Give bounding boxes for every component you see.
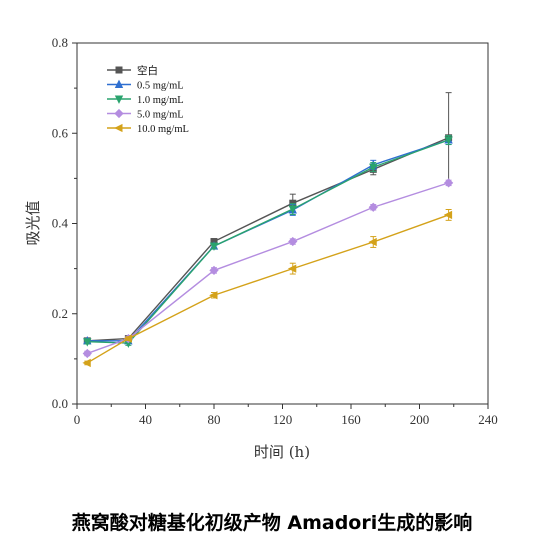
data-point (209, 291, 218, 300)
series-layer (82, 92, 454, 368)
x-tick-label: 80 (208, 412, 221, 427)
data-point (288, 205, 297, 214)
x-tick-label: 0 (74, 412, 81, 427)
y-axis-title: 吸光值 (24, 200, 42, 245)
series-4 (82, 209, 453, 368)
series-line (87, 137, 449, 342)
x-axis-title: 时间 (h) (254, 443, 310, 461)
data-point (82, 348, 92, 359)
y-tick-label: 0.6 (52, 125, 69, 140)
figure-caption: 燕窝酸对糖基化初级产物 Amadori生成的影响 (71, 512, 473, 534)
legend-item: 1.0 mg/mL (107, 95, 184, 106)
series-line (87, 182, 449, 355)
axis-ticks: 0 40 80 120 160 200 240 0.0 0.2 0.4 0.6 0.8 (52, 35, 498, 427)
legend-label: 1.0 mg/mL (137, 95, 184, 106)
y-tick-label: 0.4 (52, 216, 69, 231)
data-point (368, 237, 377, 247)
x-tick-label: 240 (478, 412, 498, 427)
data-point (288, 236, 298, 247)
series-3 (82, 178, 454, 359)
legend-label: 5.0 mg/mL (137, 110, 184, 121)
data-point (443, 178, 454, 188)
series-line (86, 214, 449, 364)
data-point (209, 242, 219, 251)
data-point (209, 265, 219, 276)
data-point (82, 358, 91, 368)
data-point (368, 202, 378, 212)
legend-label: 0.5 mg/mL (137, 81, 184, 92)
legend-label: 空白 (137, 64, 158, 77)
x-tick-label: 160 (341, 412, 361, 427)
legend-marker (114, 79, 124, 88)
legend: 空白 0.5 mg/mL 1.0 mg/mL 5.0 mg/mL 10.0 mg/mL (107, 64, 189, 135)
legend-marker (114, 95, 124, 104)
legend-marker (115, 66, 123, 74)
legend-item: 0.5 mg/mL (107, 79, 184, 92)
data-point (83, 338, 92, 347)
x-tick-label: 200 (410, 412, 430, 427)
y-tick-label: 0.2 (52, 306, 68, 321)
data-point (444, 136, 453, 145)
legend-item: 10.0 mg/mL (107, 123, 189, 135)
legend-marker (114, 123, 123, 133)
legend-label: 10.0 mg/mL (137, 124, 189, 135)
series-1 (83, 135, 453, 345)
legend-item: 空白 (107, 64, 158, 77)
series-line (87, 139, 449, 342)
data-point (287, 264, 297, 273)
series-line (87, 139, 449, 344)
x-tick-label: 120 (273, 412, 293, 427)
legend-item: 5.0 mg/mL (107, 108, 184, 121)
legend-marker (114, 108, 124, 119)
y-tick-label: 0.0 (52, 396, 68, 411)
data-point (443, 210, 453, 220)
data-point (123, 334, 132, 343)
chart: 0 40 80 120 160 200 240 0.0 0.2 0.4 0.6 0.8 空白 0.5 m… (24, 35, 498, 461)
x-tick-label: 40 (139, 412, 152, 427)
data-point (369, 163, 378, 172)
series-2 (83, 135, 453, 348)
y-tick-label: 0.8 (52, 35, 68, 50)
